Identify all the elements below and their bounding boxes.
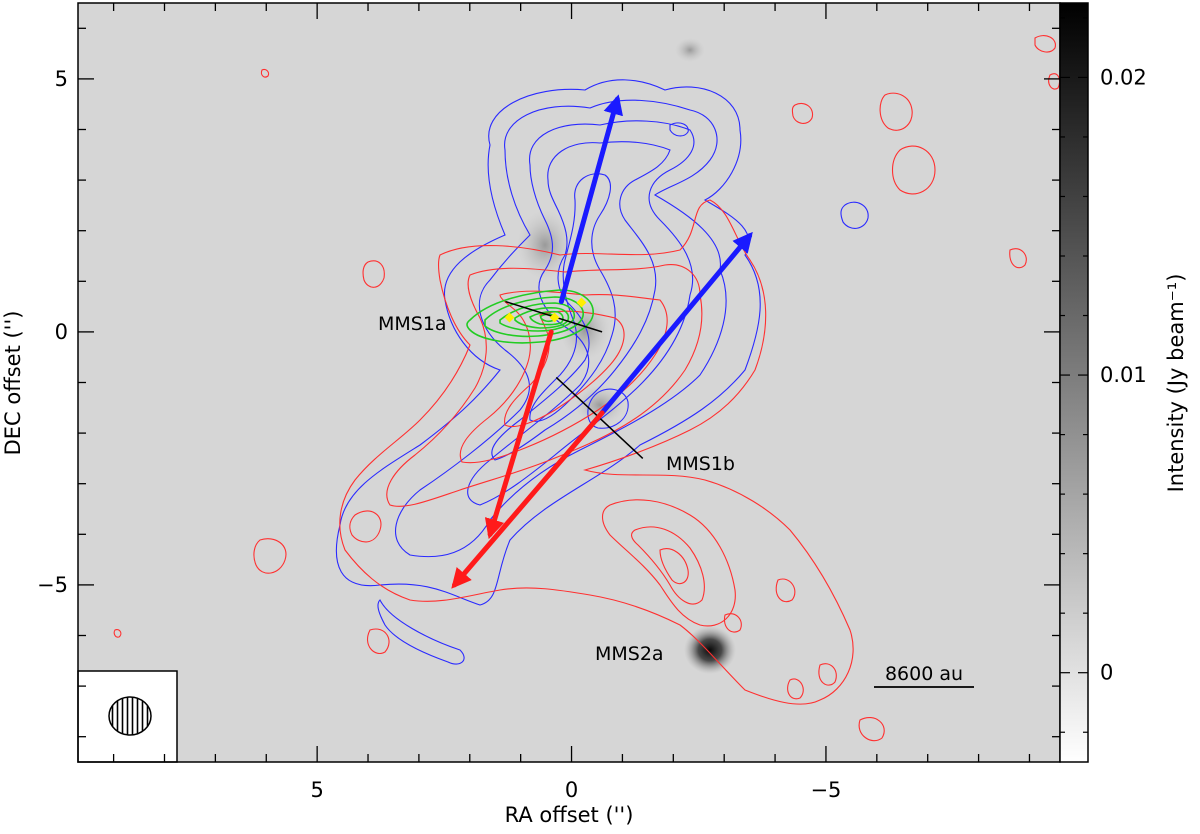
red-contour	[791, 102, 814, 124]
source-labels: MMS1a MMS1b MMS2a	[378, 313, 735, 665]
yellow-marker	[576, 297, 587, 308]
red-outflow-arrow	[484, 329, 554, 540]
y-tick-label: 0	[55, 320, 68, 344]
x-tick-label: 5	[310, 778, 323, 802]
red-contour	[1009, 248, 1027, 269]
red-contour	[339, 199, 854, 705]
green-contour	[514, 307, 570, 329]
blue-contour	[467, 120, 695, 506]
red-contour	[775, 578, 796, 603]
yellow-marker	[549, 312, 560, 323]
diffuse-emission	[560, 300, 610, 360]
red-contour	[723, 613, 742, 633]
y-axis-label: DEC offset ('')	[1, 311, 25, 456]
x-axis-label: RA offset ('')	[505, 803, 634, 827]
colorbar: 0.02 0.01 0 Intensity (Jy beam⁻¹)	[1059, 2, 1188, 763]
outflow-arrows	[451, 94, 753, 589]
red-contour	[787, 678, 804, 700]
colorbar-label: Intensity (Jy beam⁻¹)	[1164, 274, 1188, 493]
beam-ellipse	[108, 696, 152, 736]
red-contour	[631, 526, 705, 605]
red-contour	[362, 260, 385, 288]
mms2a-emission	[684, 626, 736, 674]
red-contour	[879, 92, 913, 131]
blue-contour	[491, 141, 671, 461]
red-contour	[858, 717, 885, 742]
y-tick-label: 5	[55, 67, 68, 91]
blue-contour	[840, 201, 869, 229]
blue-outflow-arrow	[558, 94, 623, 305]
red-contour	[113, 629, 122, 638]
red-contour	[1048, 73, 1060, 90]
yellow-marker	[504, 312, 515, 323]
red-contour	[386, 264, 703, 507]
blue-contour	[587, 388, 629, 429]
red-contour	[818, 663, 837, 686]
diffuse-emission	[517, 210, 573, 280]
blue-outflow-arrow	[599, 231, 753, 416]
continuum-peaks	[504, 297, 587, 323]
colorbar-tick-label: 0.01	[1100, 363, 1147, 387]
red-contour	[253, 538, 287, 574]
red-contour	[260, 68, 270, 78]
colorbar-ticks: 0.02 0.01 0	[1060, 17, 1147, 733]
colorbar-gradient	[1059, 2, 1089, 763]
x-axis: 5 0 −5	[112, 3, 1031, 802]
x-tick-label: −5	[810, 778, 841, 802]
colorbar-tick-label: 0	[1100, 661, 1113, 685]
blue-contour	[394, 99, 727, 558]
red-contour	[891, 145, 936, 195]
red-contour	[1034, 35, 1056, 53]
x-tick-label: 0	[565, 778, 578, 802]
source-label-mms1a: MMS1a	[378, 313, 447, 335]
red-contour	[659, 548, 689, 585]
source-label-mms1b: MMS1b	[666, 453, 735, 475]
source-label-mms2a: MMS2a	[595, 643, 664, 665]
colorbar-tick-label: 0.02	[1100, 65, 1147, 89]
blue-contour	[335, 79, 761, 606]
diffuse-emission	[675, 38, 705, 62]
y-axis: 5 0 −5	[37, 27, 1060, 738]
green-contour	[484, 296, 584, 338]
scale-bar-label: 8600 au	[885, 663, 963, 685]
y-tick-label: −5	[37, 573, 68, 597]
red-contour	[349, 510, 382, 543]
red-contour	[459, 290, 668, 464]
green-contour	[466, 289, 594, 344]
red-contour	[367, 628, 390, 654]
blue-contour	[669, 122, 689, 137]
green-contour	[529, 310, 564, 326]
green-contour	[499, 302, 576, 332]
redshifted-contours	[113, 35, 1060, 742]
red-contour	[601, 499, 736, 627]
intensity-map-background	[78, 3, 1060, 762]
scale-bar: 8600 au	[874, 663, 974, 688]
red-outflow-arrow	[451, 410, 605, 589]
blue-contour	[377, 599, 465, 665]
beam-inset	[77, 670, 178, 763]
